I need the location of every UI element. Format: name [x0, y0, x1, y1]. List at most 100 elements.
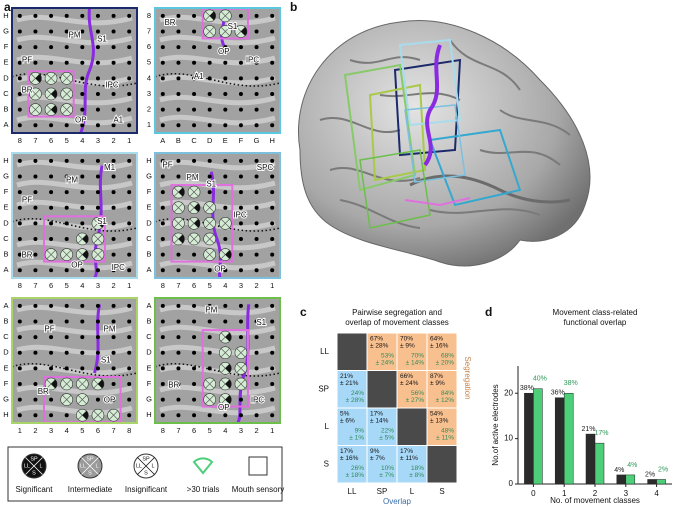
y-axis-label: No.of active electrodes	[491, 384, 500, 465]
matrix-cell	[427, 333, 457, 370]
electrode-dot	[270, 335, 275, 340]
segregation-value: 67%	[370, 336, 383, 343]
row-label: H	[3, 156, 8, 165]
electrode-dot	[238, 268, 243, 273]
electrode-dot	[33, 397, 38, 402]
col-label: 8	[161, 281, 165, 290]
col-label: 5	[80, 426, 84, 435]
electrode-dot	[111, 107, 116, 112]
electrode-dot	[127, 174, 132, 179]
matrix-cell	[337, 408, 367, 445]
electrode-dot	[270, 350, 275, 355]
segregation-value: 54%	[430, 411, 443, 418]
electrode-dot	[80, 45, 85, 50]
electrode-wedge	[240, 27, 247, 36]
col-label: S	[439, 487, 444, 496]
electrode-dot	[207, 335, 212, 340]
row-label: D	[146, 348, 152, 357]
row-label: 6	[147, 42, 151, 51]
electrode-dot	[111, 76, 116, 81]
bar-percent-label: 38%	[564, 380, 578, 387]
electrode-dot	[33, 158, 38, 163]
col-label: B	[176, 136, 181, 145]
bar-percent-label: 21%	[581, 426, 595, 433]
region-label: OP	[75, 116, 87, 125]
region-label: A1	[113, 116, 123, 125]
electrode-dot	[111, 60, 116, 65]
segregation-value: 17%	[400, 448, 413, 455]
col-label: 7	[111, 426, 115, 435]
row-label: 8	[147, 11, 151, 20]
gyrus-highlight	[159, 259, 276, 271]
electrode-cross	[77, 379, 87, 389]
electrode-dot	[49, 205, 54, 210]
electrode-dot	[160, 190, 165, 195]
electrode-cross	[46, 250, 56, 259]
electrode-dot	[160, 91, 165, 96]
electrode-dot	[17, 335, 22, 340]
electrode-dot	[223, 205, 228, 210]
electrode-dot	[270, 60, 275, 65]
electrode-wedge	[97, 379, 104, 389]
electrode-dot	[95, 60, 100, 65]
electrode-dot	[127, 335, 132, 340]
col-label: 6	[192, 281, 196, 290]
electrode-dot	[254, 319, 259, 324]
electrode-dot	[111, 158, 116, 163]
electrode-dot	[223, 158, 228, 163]
region-label: OP	[218, 47, 230, 56]
electrode-dot	[176, 350, 181, 355]
segregation-sd: ± 16%	[340, 455, 359, 462]
panel-label: d	[485, 305, 492, 319]
gyrus-highlight	[16, 239, 133, 251]
electrode-wedge	[35, 74, 42, 83]
electrode-dot	[17, 158, 22, 163]
col-label: 8	[127, 426, 131, 435]
grid-frame	[11, 297, 138, 424]
electrode-dot	[192, 45, 197, 50]
col-label: 5	[65, 136, 69, 145]
electrode-dot	[64, 123, 69, 128]
electrode-dot	[111, 174, 116, 179]
overlap-value: 84%	[441, 390, 454, 397]
electrode-wedge	[225, 364, 232, 373]
electrode-dot	[33, 303, 38, 308]
overlap-sd: ± 12%	[436, 397, 455, 404]
region-label: S1	[101, 356, 111, 365]
region-label: PM	[205, 306, 217, 315]
electrode-dot	[192, 13, 197, 18]
electrode-cross	[62, 379, 72, 389]
electrode-dot	[207, 350, 212, 355]
electrode-cross	[62, 89, 72, 99]
region-label: PF	[162, 161, 172, 170]
y-axis-label: Segregation	[463, 356, 472, 399]
matrix-cell	[397, 333, 427, 370]
gyrus-highlight	[16, 179, 133, 191]
electrode-dot	[254, 123, 259, 128]
electrode-cross	[189, 187, 199, 197]
electrode-dot	[270, 91, 275, 96]
electrode-dot	[192, 91, 197, 96]
gyrus-highlight	[159, 74, 276, 86]
legend-icon	[248, 456, 268, 476]
electrode-dot	[127, 190, 132, 195]
electrode-dot	[223, 107, 228, 112]
electrode-dot	[17, 303, 22, 308]
gyrus-highlight	[16, 34, 133, 46]
overlap-sd: ± 8%	[409, 472, 424, 479]
segregation-value: 21%	[340, 373, 353, 380]
electrode-dot	[127, 60, 132, 65]
electrode-dot	[33, 366, 38, 371]
electrode-dot	[238, 335, 243, 340]
col-label: 4	[223, 426, 227, 435]
electrode-dot	[49, 366, 54, 371]
electrode-cross	[174, 218, 183, 228]
col-label: C	[191, 136, 197, 145]
electrode-dot	[111, 350, 116, 355]
electrode-dot	[80, 60, 85, 65]
segregation-sd: ± 14%	[370, 418, 389, 425]
col-label: 6	[49, 136, 53, 145]
electrode-dot	[80, 319, 85, 324]
gyrus-highlight	[159, 54, 276, 66]
